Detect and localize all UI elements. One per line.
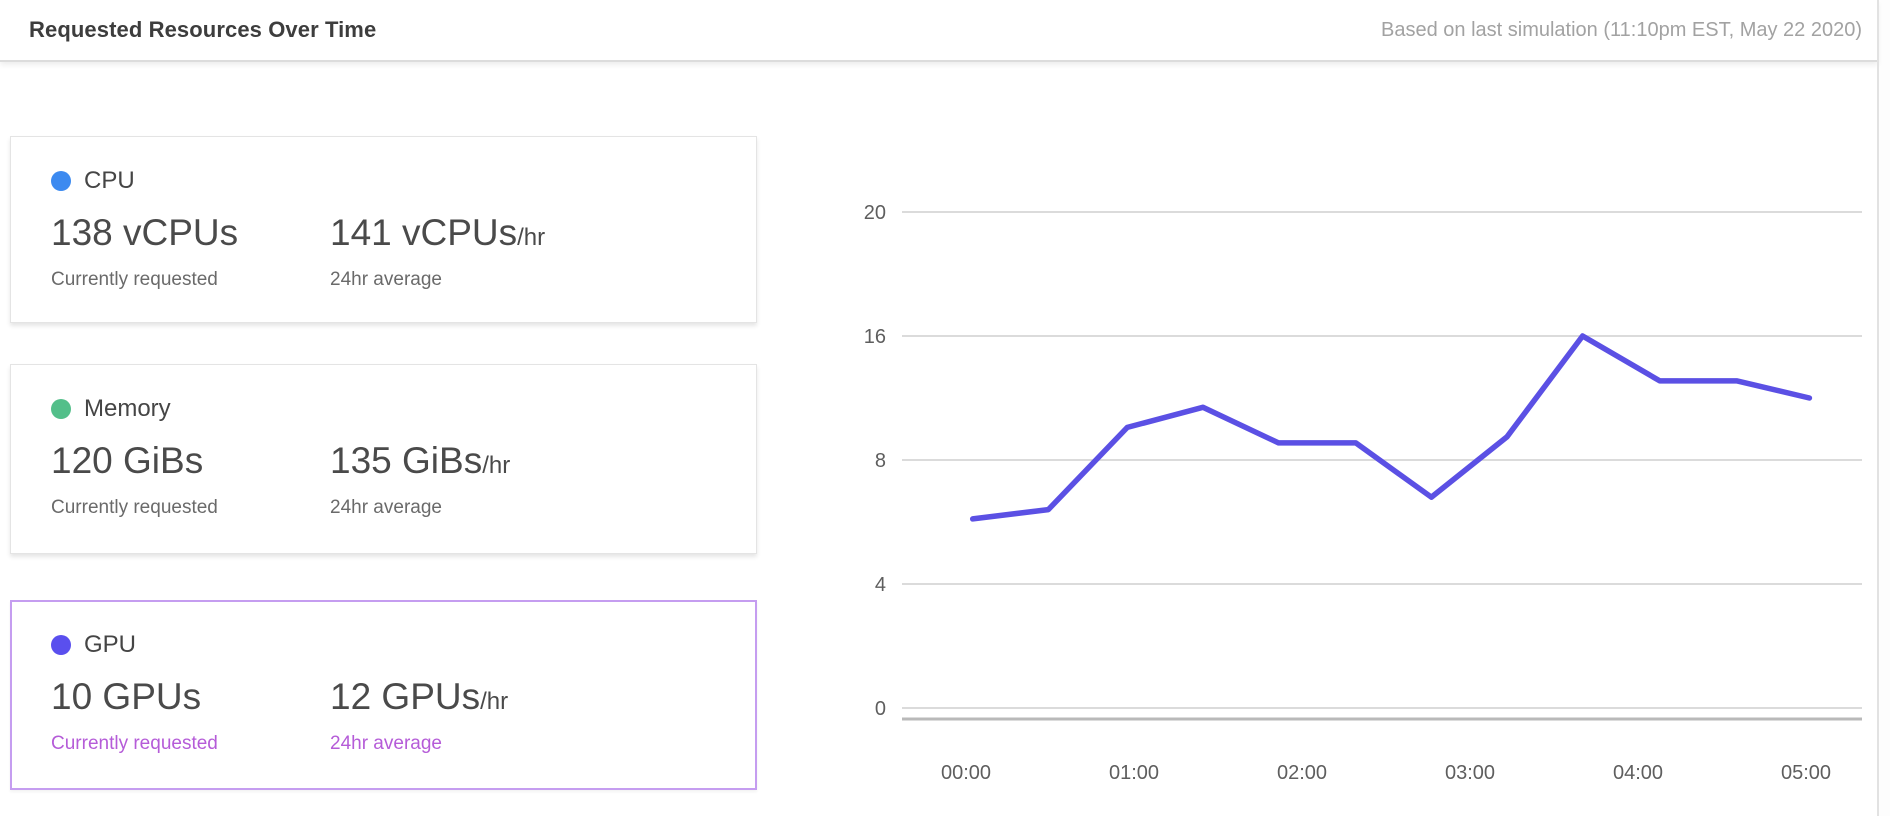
memory-metric-card[interactable]: Memory 120 GiBs 135 GiBs/hr Currently re… bbox=[10, 364, 757, 554]
x-axis-tick-label: 03:00 bbox=[1445, 762, 1495, 784]
card-title-row: GPU bbox=[51, 631, 755, 659]
chart-line-series bbox=[969, 333, 1813, 522]
x-axis-tick-label: 00:00 bbox=[941, 762, 991, 784]
y-axis-tick-label: 16 bbox=[864, 326, 886, 348]
memory-current-value: 120 GiBs bbox=[51, 440, 204, 481]
per-hour-suffix: /hr bbox=[517, 224, 546, 251]
card-title: GPU bbox=[84, 631, 137, 658]
gpu-average-label: 24hr average bbox=[330, 732, 442, 754]
memory-legend-dot-icon bbox=[51, 399, 71, 419]
gpu-current-value: 10 GPUs bbox=[51, 676, 202, 717]
gpu-legend-dot-icon bbox=[51, 635, 71, 655]
y-axis-tick-label: 8 bbox=[875, 450, 886, 472]
gpu-current-label: Currently requested bbox=[51, 732, 218, 754]
cpu-current-label: Currently requested bbox=[51, 268, 218, 290]
x-axis-tick-label: 05:00 bbox=[1781, 762, 1831, 784]
card-title: Memory bbox=[84, 395, 171, 422]
cpu-metric-card[interactable]: CPU 138 vCPUs 141 vCPUs/hr Currently req… bbox=[10, 136, 757, 323]
pane-divider bbox=[1877, 0, 1879, 816]
y-axis-tick-label: 4 bbox=[875, 574, 886, 596]
per-hour-suffix: /hr bbox=[482, 452, 511, 479]
cpu-legend-dot-icon bbox=[51, 171, 71, 191]
x-axis-tick-label: 01:00 bbox=[1109, 762, 1159, 784]
scrollbar-track[interactable] bbox=[1879, 0, 1890, 816]
memory-average-label: 24hr average bbox=[330, 496, 442, 518]
per-hour-suffix: /hr bbox=[480, 688, 509, 715]
page-title: Requested Resources Over Time bbox=[29, 17, 377, 42]
last-simulation-timestamp: Based on last simulation (11:10pm EST, M… bbox=[1381, 18, 1862, 41]
cpu-average-value: 141 vCPUs bbox=[330, 212, 518, 253]
card-title: CPU bbox=[84, 167, 135, 194]
y-axis-tick-label: 0 bbox=[875, 698, 886, 720]
memory-current-label: Currently requested bbox=[51, 496, 218, 518]
panel-header: Requested Resources Over Time Based on l… bbox=[0, 0, 1878, 62]
x-axis-tick-label: 04:00 bbox=[1613, 762, 1663, 784]
cpu-current-value: 138 vCPUs bbox=[51, 212, 239, 253]
gpu-metric-card[interactable]: GPU 10 GPUs 12 GPUs/hr Currently request… bbox=[10, 600, 757, 790]
x-axis-tick-label: 02:00 bbox=[1277, 762, 1327, 784]
memory-average-value: 135 GiBs bbox=[330, 440, 483, 481]
y-axis-tick-label: 20 bbox=[864, 202, 886, 224]
card-title-row: Memory bbox=[51, 395, 756, 423]
card-title-row: CPU bbox=[51, 167, 756, 195]
cpu-average-label: 24hr average bbox=[330, 268, 442, 290]
gpu-average-value: 12 GPUs bbox=[330, 676, 481, 717]
